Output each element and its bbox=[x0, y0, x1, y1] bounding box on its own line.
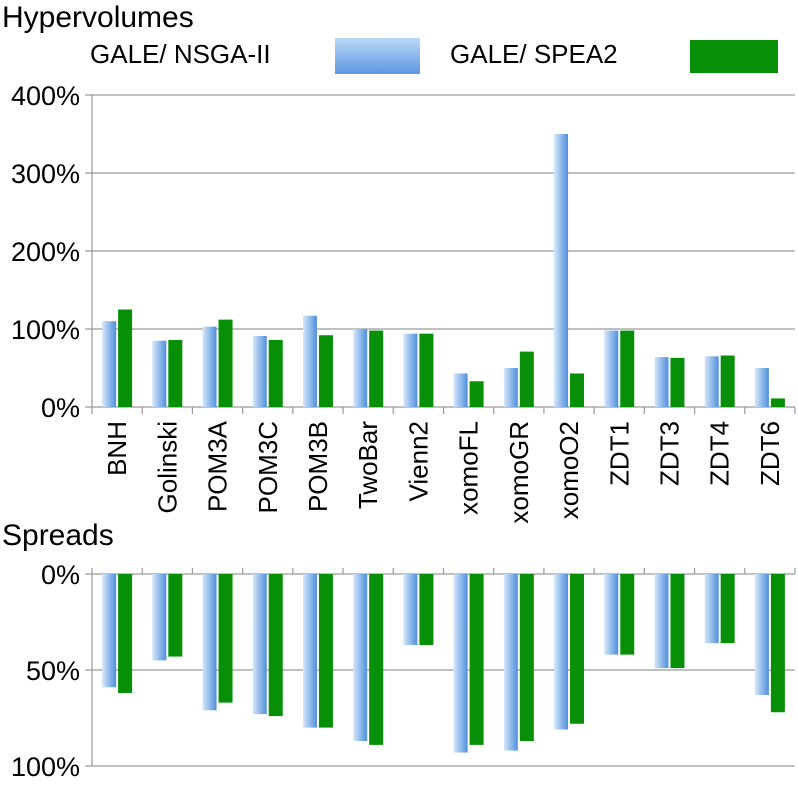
sp-bar-nsga-xomoO2 bbox=[554, 574, 569, 730]
sp-bar-nsga-xomoFL bbox=[453, 574, 468, 753]
category-label-ZDT1: ZDT1 bbox=[604, 421, 634, 486]
sp-bar-nsga-ZDT4 bbox=[704, 574, 719, 644]
spreads-title: Spreads bbox=[2, 519, 114, 552]
hv-bar-nsga-xomoFL bbox=[453, 373, 468, 407]
hv-bar-nsga-ZDT6 bbox=[754, 368, 769, 407]
sp-bar-spea-POM3C bbox=[268, 574, 283, 717]
sp-bar-nsga-Vienn2 bbox=[403, 574, 418, 646]
sp-bar-spea-BNH bbox=[118, 574, 133, 694]
hv-bar-spea-xomoO2 bbox=[570, 373, 585, 407]
sp-bar-nsga-Golinski bbox=[152, 574, 167, 661]
hv-bar-spea-ZDT4 bbox=[720, 355, 735, 407]
hypervolumes-bars bbox=[102, 134, 785, 407]
legend-swatch-nsga bbox=[335, 38, 420, 74]
category-label-xomoFL: xomoFL bbox=[454, 421, 484, 515]
hv-bar-spea-POM3C bbox=[268, 339, 283, 407]
sp-bar-spea-Vienn2 bbox=[419, 574, 434, 646]
sp-bar-spea-xomoFL bbox=[469, 574, 484, 745]
sp-ytick-label: 100% bbox=[11, 752, 80, 780]
legend: GALE/ NSGA-II GALE/ SPEA2 bbox=[90, 38, 778, 74]
legend-label-nsga: GALE/ NSGA-II bbox=[90, 39, 271, 69]
category-label-POM3C: POM3C bbox=[253, 421, 283, 513]
hv-bar-spea-POM3B bbox=[318, 335, 333, 407]
sp-bar-spea-POM3B bbox=[318, 574, 333, 728]
spreads-bars bbox=[102, 574, 785, 753]
hv-bar-nsga-POM3A bbox=[202, 326, 217, 407]
category-label-POM3A: POM3A bbox=[203, 420, 233, 512]
hv-bar-spea-POM3A bbox=[218, 319, 233, 407]
hv-bar-nsga-POM3B bbox=[302, 315, 317, 407]
sp-bar-spea-Golinski bbox=[168, 574, 183, 657]
hv-ytick-label: 400% bbox=[11, 81, 80, 111]
category-label-POM3B: POM3B bbox=[303, 421, 333, 512]
sp-bar-spea-xomoGR bbox=[519, 574, 534, 742]
hv-bar-spea-ZDT3 bbox=[670, 357, 685, 407]
hv-bar-nsga-ZDT1 bbox=[604, 330, 619, 407]
sp-bar-nsga-TwoBar bbox=[353, 574, 368, 742]
sp-bar-spea-ZDT4 bbox=[720, 574, 735, 644]
category-label-ZDT6: ZDT6 bbox=[755, 421, 785, 486]
hv-bar-nsga-ZDT3 bbox=[654, 357, 669, 407]
sp-bar-spea-TwoBar bbox=[369, 574, 384, 745]
hv-bar-nsga-Vienn2 bbox=[403, 333, 418, 407]
sp-ytick-label: 0% bbox=[41, 560, 80, 590]
hv-bar-nsga-BNH bbox=[102, 321, 117, 407]
hv-bar-nsga-POM3C bbox=[252, 336, 267, 407]
hv-bar-nsga-ZDT4 bbox=[704, 356, 719, 407]
category-label-xomoO2: xomoO2 bbox=[554, 421, 584, 519]
sp-bar-spea-ZDT6 bbox=[770, 574, 785, 713]
hv-ytick-label: 200% bbox=[11, 237, 80, 267]
category-label-Vienn2: Vienn2 bbox=[403, 421, 433, 502]
sp-bar-nsga-ZDT1 bbox=[604, 574, 619, 655]
sp-bar-nsga-ZDT6 bbox=[754, 574, 769, 695]
sp-bar-spea-POM3A bbox=[218, 574, 233, 703]
hv-bar-nsga-xomoO2 bbox=[554, 134, 569, 407]
hv-bar-spea-ZDT6 bbox=[770, 398, 785, 407]
category-label-BNH: BNH bbox=[102, 421, 132, 476]
hv-bar-nsga-xomoGR bbox=[503, 368, 518, 407]
sp-bar-nsga-POM3B bbox=[302, 574, 317, 728]
sp-bar-nsga-POM3C bbox=[252, 574, 267, 715]
legend-swatch-spea bbox=[690, 40, 778, 73]
sp-bar-spea-ZDT3 bbox=[670, 574, 685, 669]
sp-bar-spea-ZDT1 bbox=[620, 574, 635, 655]
category-label-Golinski: Golinski bbox=[152, 421, 182, 513]
hv-bar-nsga-TwoBar bbox=[353, 329, 368, 407]
hv-bar-spea-TwoBar bbox=[369, 330, 384, 407]
legend-label-spea: GALE/ SPEA2 bbox=[450, 39, 618, 69]
sp-bar-nsga-ZDT3 bbox=[654, 574, 669, 669]
hv-ytick-label: 100% bbox=[11, 315, 80, 345]
hv-bar-nsga-Golinski bbox=[152, 340, 167, 407]
sp-bar-spea-xomoO2 bbox=[570, 574, 585, 724]
hypervolumes-title: Hypervolumes bbox=[2, 1, 194, 34]
category-label-ZDT3: ZDT3 bbox=[654, 421, 684, 486]
hv-ytick-label: 300% bbox=[11, 159, 80, 189]
sp-bar-nsga-POM3A bbox=[202, 574, 217, 711]
sp-bar-nsga-xomoGR bbox=[503, 574, 518, 751]
hv-bar-spea-Vienn2 bbox=[419, 333, 434, 407]
hv-bar-spea-ZDT1 bbox=[620, 330, 635, 407]
hv-bar-spea-BNH bbox=[118, 309, 133, 407]
sp-bar-nsga-BNH bbox=[102, 574, 117, 688]
category-label-TwoBar: TwoBar bbox=[353, 421, 383, 509]
hypervolumes-category-labels: BNH Golinski POM3A POM3C POM3B TwoBar Vienn2 xo… bbox=[102, 420, 785, 523]
hv-bar-spea-xomoFL bbox=[469, 381, 484, 407]
hv-ytick-label: 0% bbox=[41, 393, 80, 423]
category-label-ZDT4: ZDT4 bbox=[705, 421, 735, 486]
category-label-xomoGR: xomoGR bbox=[504, 421, 534, 524]
sp-ytick-label: 50% bbox=[26, 656, 80, 686]
hv-bar-spea-Golinski bbox=[168, 339, 183, 407]
hv-bar-spea-xomoGR bbox=[519, 351, 534, 407]
